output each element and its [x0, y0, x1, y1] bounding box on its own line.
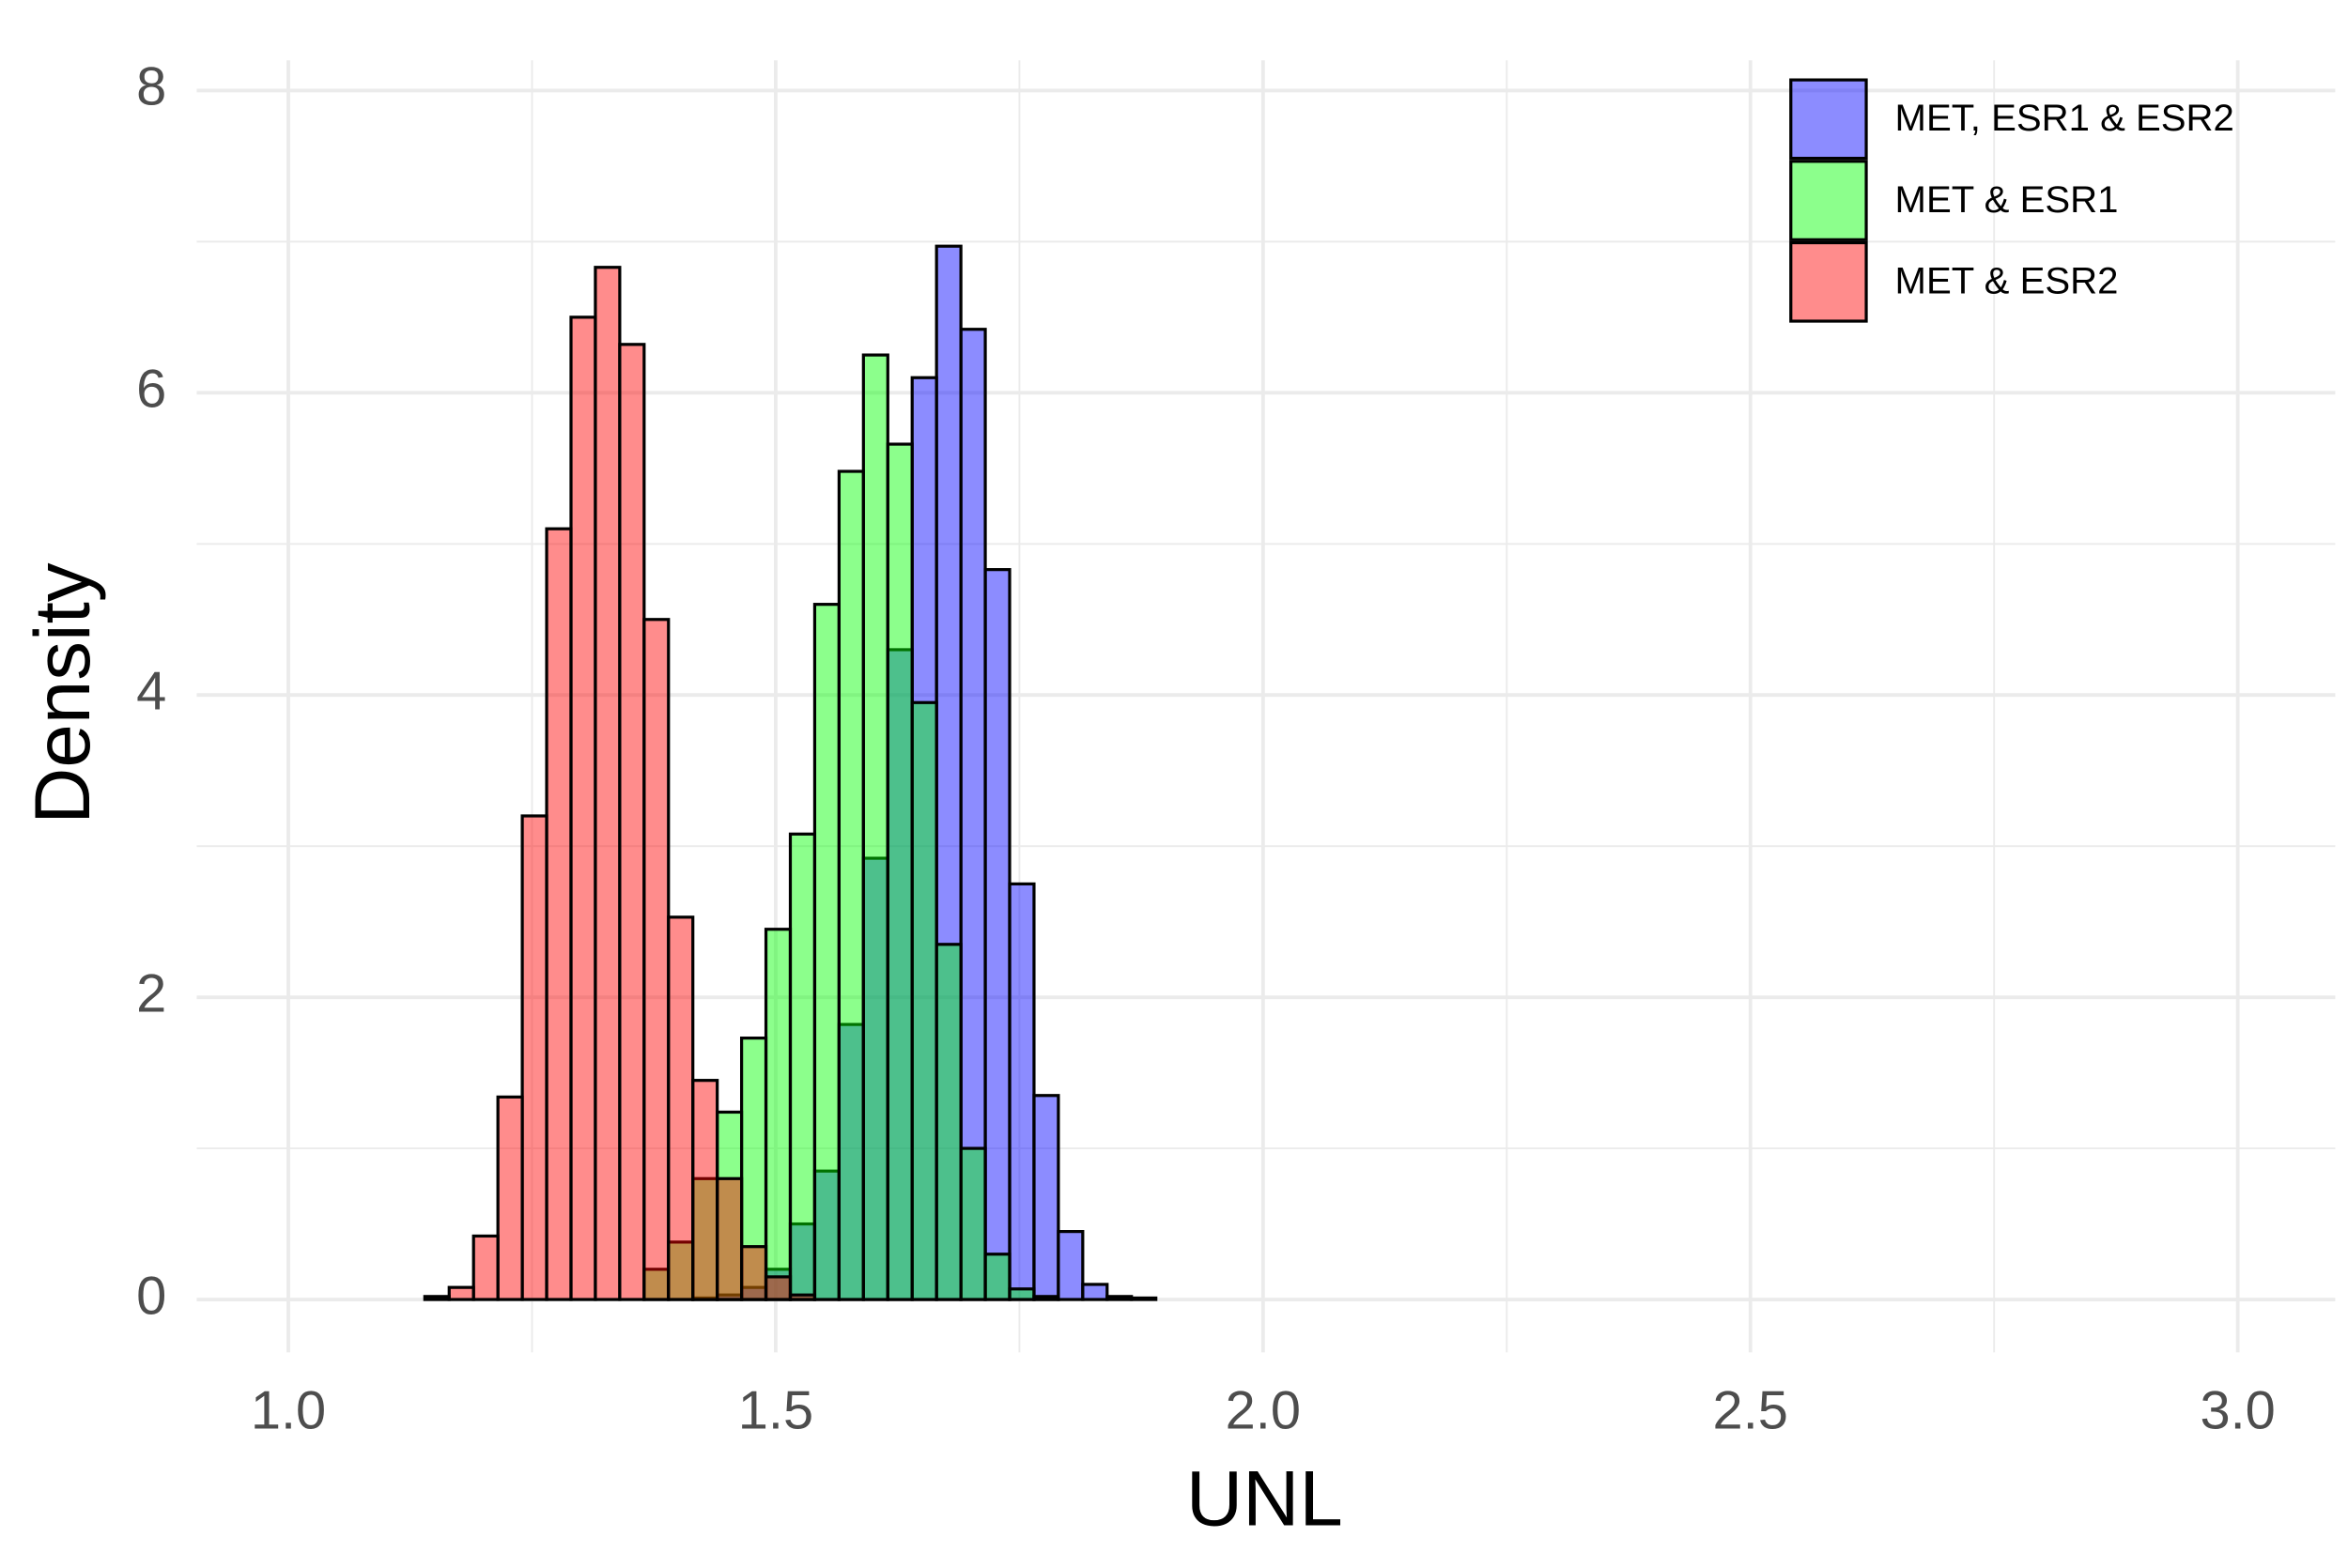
y-tick-label: 4: [136, 661, 166, 721]
histogram-bar: [739, 1245, 768, 1301]
histogram-bar: [716, 1110, 744, 1301]
histogram-bar: [1105, 1295, 1134, 1301]
y-tick-label: 2: [136, 963, 166, 1023]
x-axis-title: UNL: [1186, 1454, 1343, 1543]
histogram-bar: [1130, 1296, 1158, 1301]
histogram-bar: [716, 1176, 744, 1301]
x-tick-label: 1.0: [251, 1380, 326, 1440]
legend-swatch: [1789, 160, 1868, 241]
histogram-bar: [691, 1176, 719, 1301]
histogram-bar: [1081, 1283, 1109, 1301]
legend-label: MET, ESR1 & ESR2: [1895, 97, 2234, 139]
x-tick-label: 2.5: [1713, 1380, 1788, 1440]
histogram-bar: [910, 700, 938, 1301]
x-tick-label: 1.5: [738, 1380, 813, 1440]
histogram-bar: [788, 832, 817, 1301]
x-tick-label: 2.0: [1226, 1380, 1301, 1440]
y-tick-label: 6: [136, 360, 166, 420]
histogram-bar: [545, 527, 573, 1301]
legend-swatch: [1789, 78, 1868, 161]
histogram-bar: [837, 469, 865, 1301]
histogram-bar: [1032, 1094, 1060, 1301]
histogram-bar: [569, 315, 597, 1301]
histogram-bar: [496, 1095, 524, 1301]
legend-label: MET & ESR1: [1895, 178, 2119, 221]
y-tick-label: 8: [136, 57, 166, 117]
y-tick-label: 0: [136, 1266, 166, 1326]
histogram-bar: [447, 1285, 475, 1301]
histogram-bar: [520, 814, 548, 1301]
histogram-bar: [764, 928, 793, 1301]
histogram-bar: [1032, 1295, 1060, 1301]
histogram-bar: [1057, 1230, 1085, 1301]
histogram-bar: [886, 442, 914, 1301]
histogram-bar: [788, 1293, 817, 1301]
histogram-bar: [618, 343, 646, 1301]
histogram-bar: [1008, 1287, 1036, 1301]
histogram-bar: [691, 1079, 719, 1301]
histogram-bar: [594, 266, 622, 1301]
histogram-bar: [983, 1253, 1012, 1301]
histogram-bar: [812, 603, 841, 1301]
legend-swatch: [1789, 240, 1868, 323]
histogram-bar: [959, 1146, 987, 1301]
x-tick-label: 3.0: [2200, 1380, 2275, 1440]
histogram-bar: [861, 353, 889, 1301]
histogram-bar: [667, 915, 695, 1301]
histogram-bar: [642, 618, 671, 1301]
histogram-bar: [1008, 882, 1036, 1301]
histogram-bar: [423, 1295, 451, 1301]
histogram-bar: [935, 943, 963, 1301]
histogram-bar: [764, 1275, 793, 1301]
histogram-bar: [471, 1234, 500, 1301]
y-axis-title: Density: [18, 562, 106, 824]
histogram-bar: [983, 568, 1012, 1301]
legend-label: MET & ESR2: [1895, 259, 2119, 301]
